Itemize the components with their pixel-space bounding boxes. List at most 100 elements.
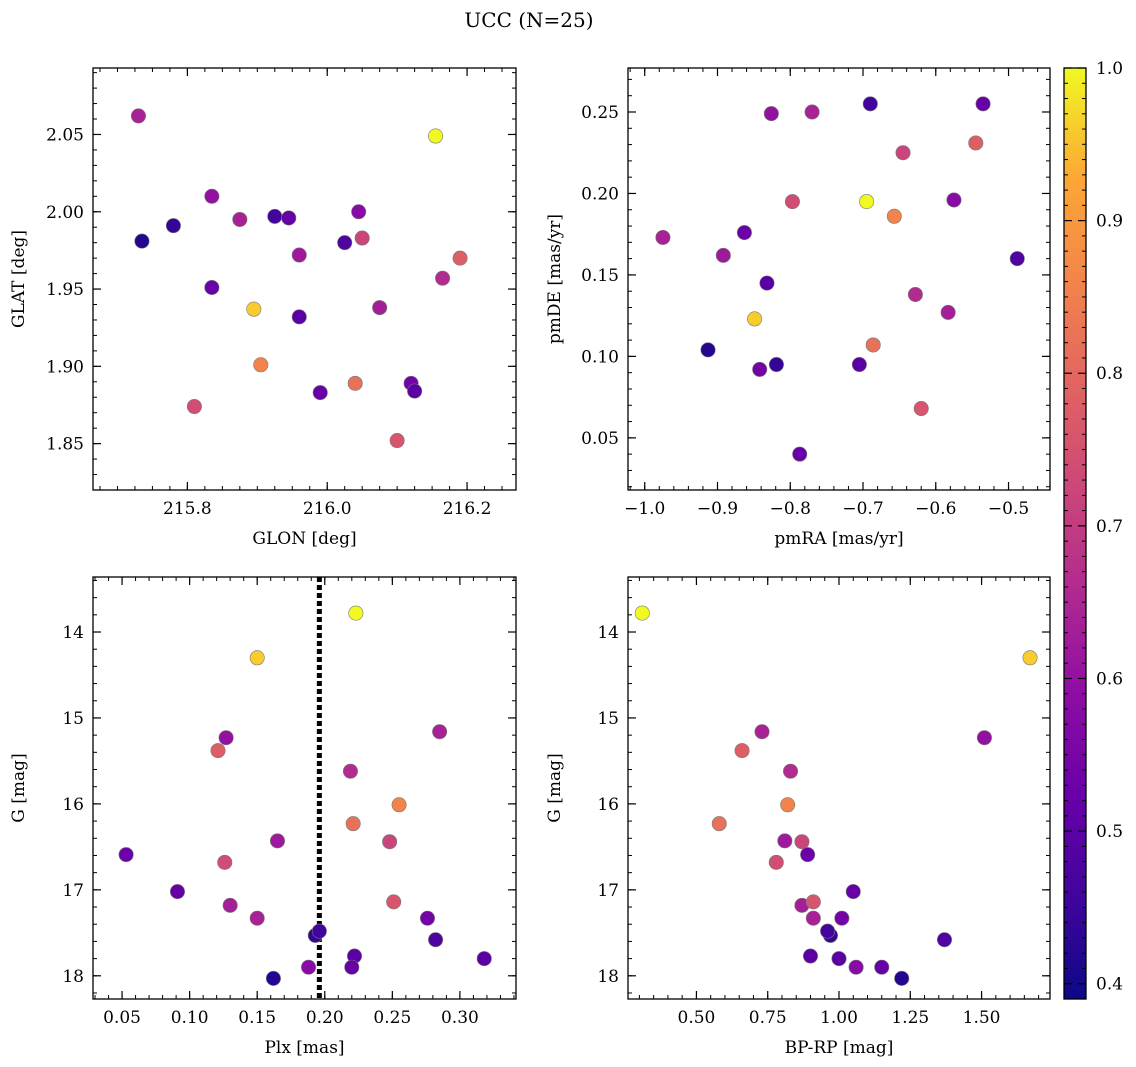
data-point: [311, 923, 327, 939]
data-point: [165, 218, 181, 234]
data-point: [907, 286, 923, 302]
x-tick-label: 0.15: [238, 1008, 276, 1028]
plot-frame: [92, 576, 517, 1000]
y-tick-label: 15: [62, 709, 84, 729]
data-point: [700, 342, 716, 358]
x-tick-label: −0.8: [770, 499, 811, 519]
y-axis-label: GLAT [deg]: [9, 230, 29, 328]
y-axis-label: pmDE [mas/yr]: [545, 214, 565, 344]
x-tick-label: −0.9: [697, 499, 738, 519]
data-point: [768, 357, 784, 373]
data-point: [831, 951, 847, 967]
data-point: [734, 743, 750, 759]
data-point: [975, 96, 991, 112]
y-tick-label: 18: [597, 967, 619, 987]
x-axis-label: BP-RP [mag]: [785, 1038, 894, 1058]
y-axis-label: G [mag]: [545, 753, 565, 822]
y-tick-label: 0.20: [581, 184, 619, 204]
panel-glon-glat: 215.8 216.0 216.2 1.85 1.90 1.95 2.00 2.05 GLON …: [9, 67, 517, 549]
x-tick-label: 0.20: [306, 1008, 344, 1028]
x-tick-label: −1.0: [624, 499, 665, 519]
data-point: [968, 135, 984, 151]
x-tick-label: 1.50: [963, 1008, 1001, 1028]
x-tick-label: 0.05: [103, 1008, 141, 1028]
data-point: [169, 884, 185, 900]
data-point: [342, 763, 358, 779]
y-tick-label: 0.05: [581, 429, 619, 449]
data-point: [820, 923, 836, 939]
data-point: [946, 192, 962, 208]
data-point: [301, 959, 317, 975]
data-point: [372, 300, 388, 316]
data-point: [312, 385, 328, 401]
data-point: [655, 229, 671, 245]
plot-frame: [92, 67, 517, 491]
data-point: [780, 797, 796, 813]
data-point: [269, 833, 285, 849]
data-point: [386, 894, 402, 910]
y-tick-label: 1.90: [46, 357, 84, 377]
data-point: [715, 247, 731, 263]
data-point: [851, 357, 867, 373]
colorbar: 0.4 0.5 0.6 0.7 0.8 0.9 1.0: [1063, 59, 1123, 1000]
x-axis-label: Plx [mas]: [264, 1038, 344, 1058]
data-point: [862, 96, 878, 112]
data-point: [222, 897, 238, 913]
data-point: [805, 894, 821, 910]
x-tick-label: 215.8: [163, 499, 212, 519]
data-point: [344, 959, 360, 975]
data-point: [476, 951, 492, 967]
y-tick-label: 18: [62, 967, 84, 987]
x-tick-label: 1.00: [820, 1008, 858, 1028]
data-point: [354, 230, 370, 246]
data-point: [859, 194, 875, 210]
data-point: [253, 357, 269, 373]
data-point: [218, 730, 234, 746]
data-point: [792, 446, 808, 462]
colorbar-tick-label: 1.0: [1096, 59, 1123, 79]
y-tick-label: 1.95: [46, 280, 84, 300]
x-tick-label: 216.0: [303, 499, 352, 519]
y-tick-label: 17: [597, 881, 619, 901]
colorbar-tick-label: 0.8: [1096, 364, 1123, 384]
x-axis-label: pmRA [mas/yr]: [774, 529, 903, 549]
data-point: [763, 106, 779, 122]
panel-cmd: 0.50 0.75 1.00 1.25 1.50 14 15 16 17 18 BP-RP [mag…: [545, 576, 1051, 1058]
data-point: [204, 280, 220, 296]
y-tick-label: 16: [597, 795, 619, 815]
data-point: [747, 311, 763, 327]
data-point: [291, 309, 307, 325]
data-point: [432, 724, 448, 740]
y-tick-label: 16: [62, 795, 84, 815]
data-point: [913, 401, 929, 417]
data-point: [347, 375, 363, 391]
x-tick-label: 1.25: [891, 1008, 929, 1028]
y-tick-label: 0.15: [581, 266, 619, 286]
data-point: [130, 108, 146, 124]
data-point: [265, 970, 281, 986]
colorbar-tick-label: 0.4: [1096, 975, 1123, 995]
x-axis-label: GLON [deg]: [252, 529, 356, 549]
colorbar-tick-label: 0.6: [1096, 669, 1123, 689]
data-point: [802, 948, 818, 964]
data-point: [345, 816, 361, 832]
data-point: [1009, 251, 1025, 267]
x-tick-label: −0.7: [842, 499, 883, 519]
data-point: [435, 270, 451, 286]
data-point: [389, 433, 405, 449]
data-point: [777, 833, 793, 849]
data-point: [291, 247, 307, 263]
data-point: [134, 233, 150, 249]
data-point: [232, 211, 248, 227]
y-tick-label: 1.85: [46, 435, 84, 455]
data-point: [865, 337, 881, 353]
data-point: [249, 910, 265, 926]
data-point: [351, 204, 367, 220]
x-tick-label: −0.6: [915, 499, 956, 519]
x-tick-label: 0.10: [171, 1008, 209, 1028]
y-tick-label: 17: [62, 881, 84, 901]
data-point: [784, 194, 800, 210]
x-tick-label: 216.2: [443, 499, 492, 519]
y-tick-label: 14: [62, 623, 84, 643]
data-point: [186, 399, 202, 415]
